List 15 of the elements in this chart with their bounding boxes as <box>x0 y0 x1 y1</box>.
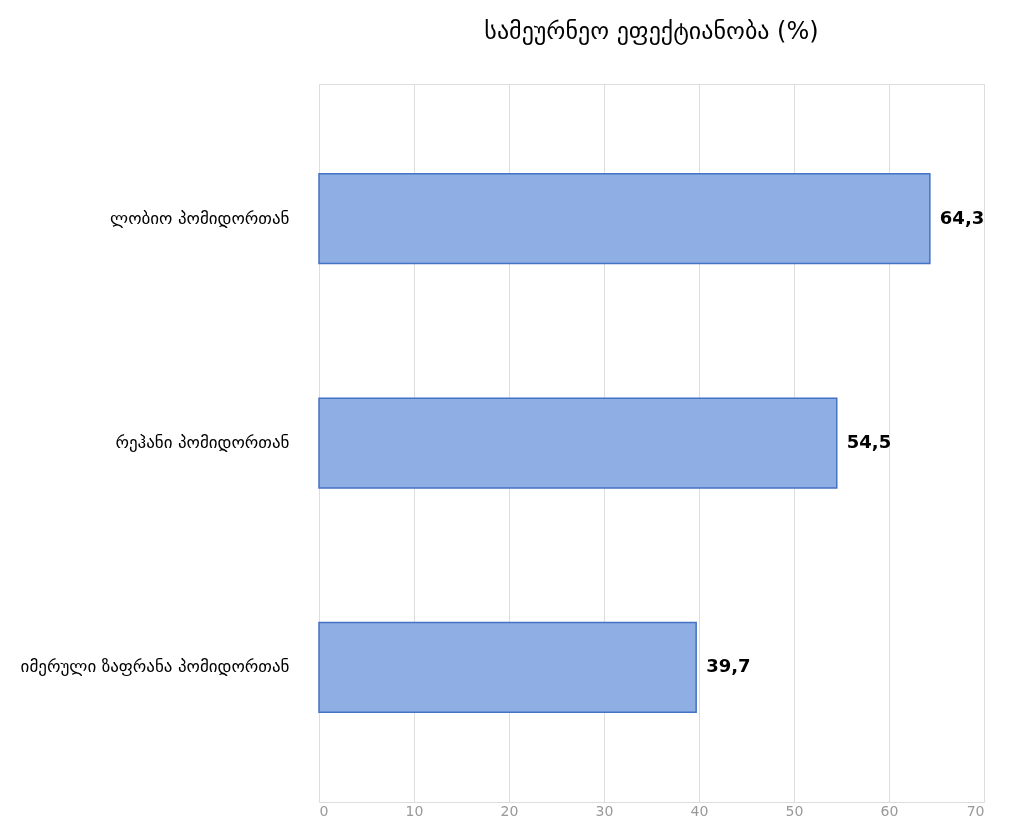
x-tick-label: 60 <box>880 802 899 819</box>
x-tick-label: 40 <box>690 802 709 819</box>
x-tick-label: 70 <box>966 802 985 819</box>
data-label: 64,3 <box>939 206 985 228</box>
x-tick-label: 0 <box>319 802 329 819</box>
data-label: 54,5 <box>846 431 892 452</box>
x-tick-label: 30 <box>595 802 614 819</box>
x-tick-label: 10 <box>405 802 424 819</box>
y-tick-label: იმერული ზაფრანა პომიდორთან <box>20 656 290 677</box>
data-label: 39,7 <box>706 655 751 677</box>
x-tick-label: 20 <box>500 802 519 819</box>
y-tick-label: რეჰანი პომიდორთან <box>115 432 290 452</box>
x-tick-label: 50 <box>785 802 804 819</box>
y-tick-label: ლობიო პომიდორთან <box>110 207 290 228</box>
chart-title: სამეურნეო ეფექტიანობა (%) <box>484 17 819 45</box>
